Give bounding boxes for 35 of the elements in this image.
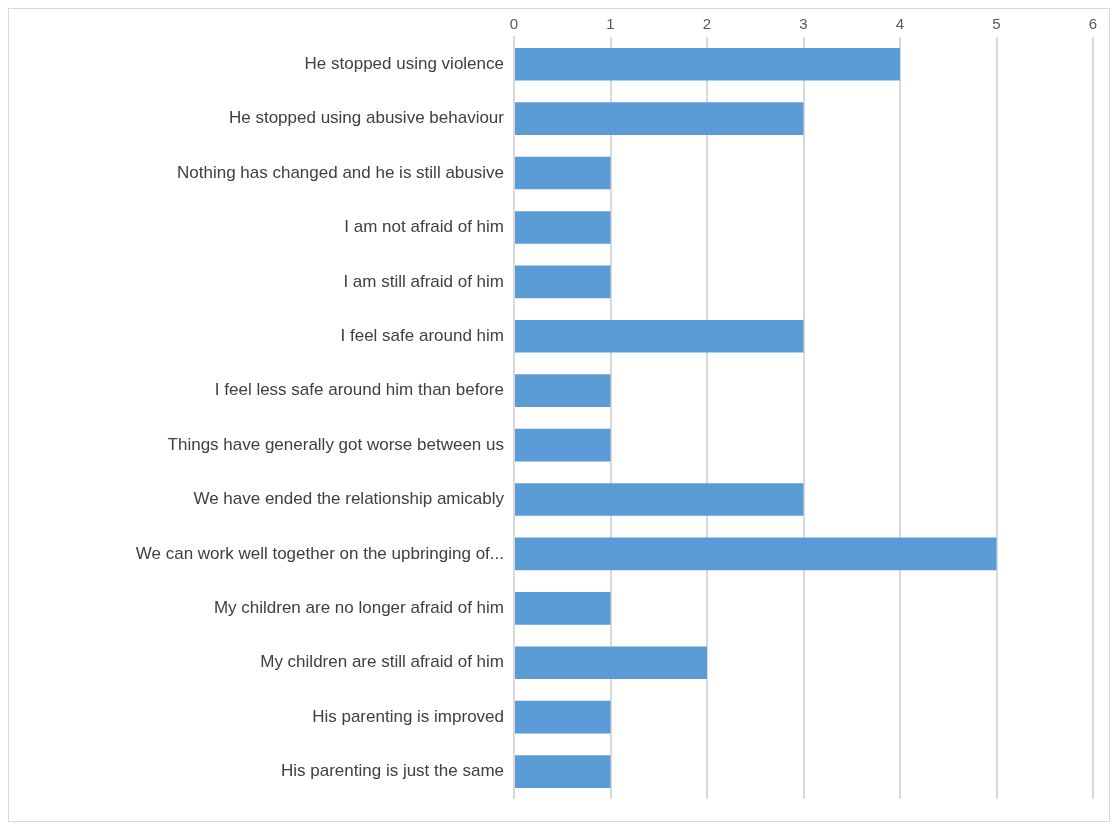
x-tick-label: 3 [799,15,808,33]
bar [515,156,611,190]
y-tick-label: My children are still afraid of him [260,652,504,672]
y-tick-label: He stopped using violence [304,53,504,73]
x-tick-label: 1 [606,15,615,33]
y-tick-label: We can work well together on the upbringing of... [135,543,504,563]
bar [515,755,611,788]
bar [515,265,611,299]
y-tick-label: I feel safe around him [340,325,504,345]
x-tick-label: 2 [702,15,712,33]
y-tick-label: I am not afraid of him [344,217,504,237]
y-tick-label: My children are no longer afraid of him [213,598,504,618]
bar [515,428,611,462]
y-tick-label: We have ended the relationship amicably [193,489,505,509]
bar [515,319,804,353]
y-tick-label: I feel less safe around him than before [214,380,504,400]
x-tick-label: 0 [509,15,519,33]
x-tick-label: 4 [895,15,905,33]
x-tick-label: 5 [992,15,1001,33]
x-tick-label: 6 [1088,15,1098,33]
y-tick-label: Things have generally got worse between us [167,434,504,454]
y-tick-label: His parenting is just the same [281,761,504,781]
bar [515,646,707,680]
y-tick-label: I am still afraid of him [343,271,504,291]
bar [515,483,804,516]
bar [515,102,804,135]
y-tick-label: Nothing has changed and he is still abusive [177,162,504,182]
bar [515,211,611,244]
bar [515,537,997,571]
bar [515,47,900,81]
bar [515,700,611,734]
bar [515,592,611,625]
y-tick-label: He stopped using abusive behaviour [228,108,505,128]
bar [515,374,611,408]
y-tick-label: His parenting is improved [312,706,504,726]
